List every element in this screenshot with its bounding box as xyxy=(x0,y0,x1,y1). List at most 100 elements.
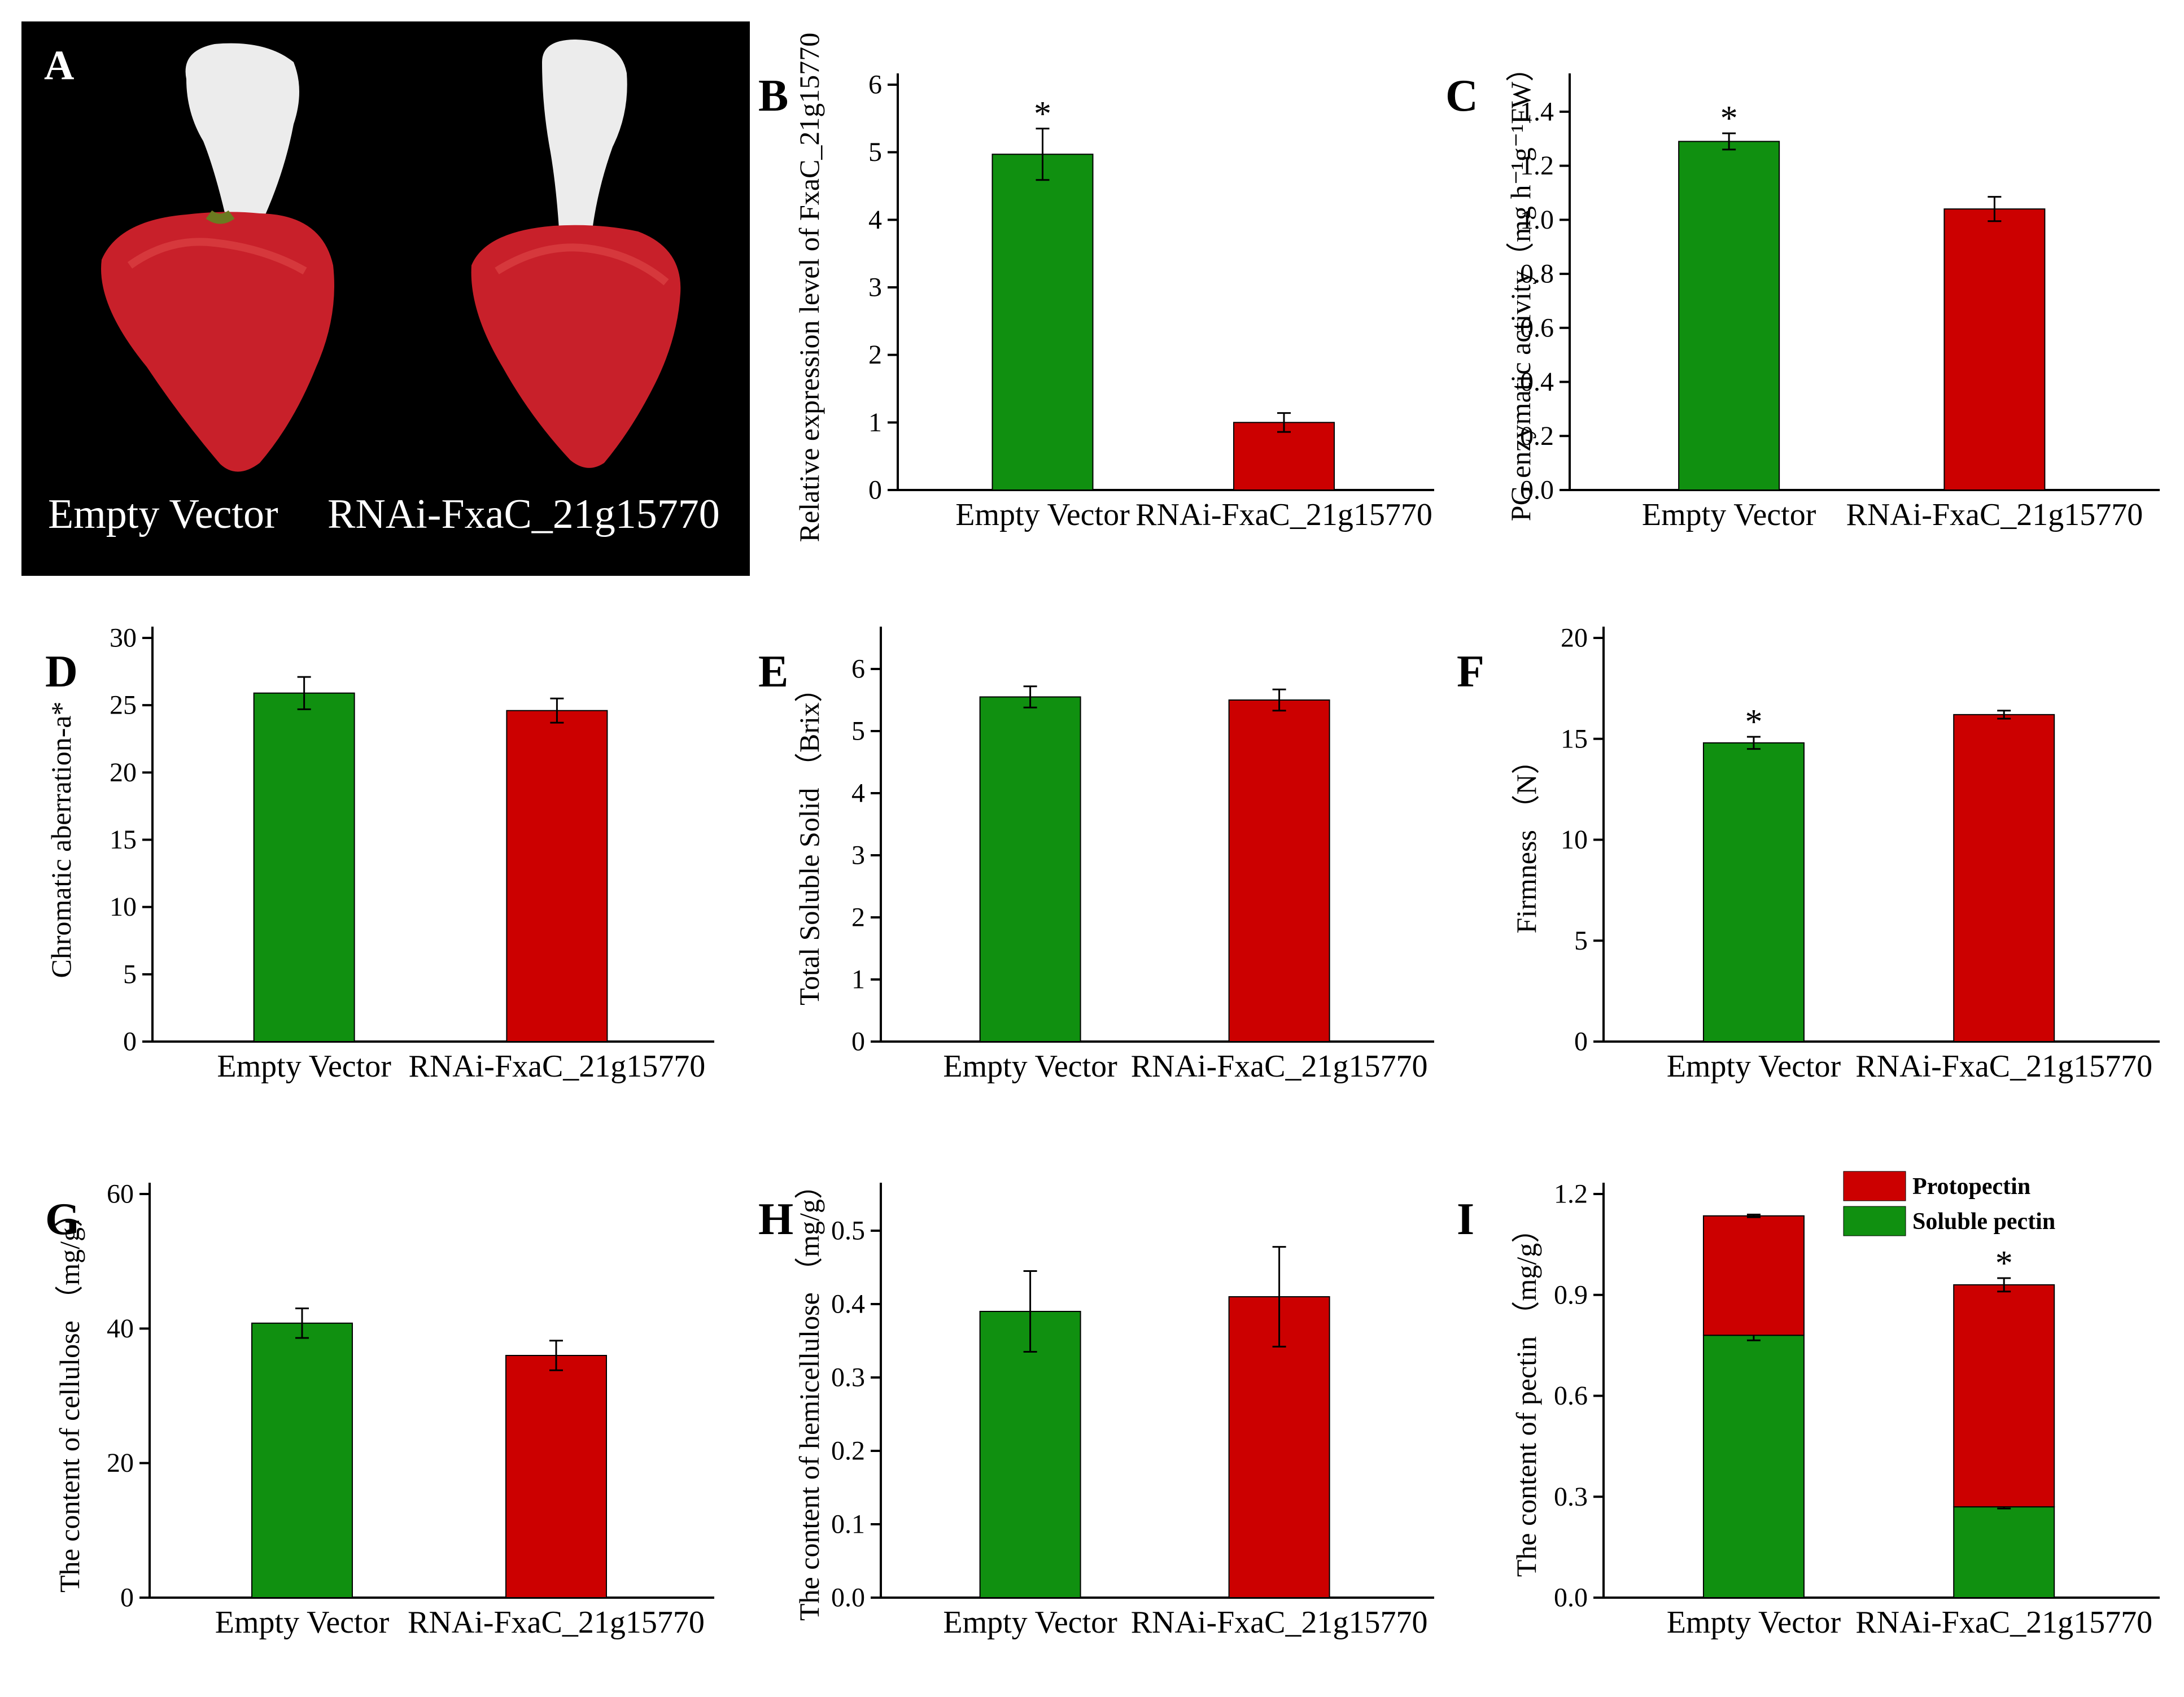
chart-panel-b: B 0 1 2 3 4 5 6 Relative expression level of Fxa… xyxy=(758,33,1434,543)
bar-f-empty-vector xyxy=(1702,742,1805,1042)
y-tick-label-d: 10 xyxy=(110,892,137,922)
y-tick-label-e: 6 xyxy=(851,654,865,684)
panel-a-photo: A Empty Vector RNAi-FxaC_21g15770 xyxy=(21,21,750,576)
y-tick-label-d: 30 xyxy=(110,623,137,653)
x-category-label-h: RNAi-FxaC_21g15770 xyxy=(1131,1605,1428,1640)
legend-swatch-i xyxy=(1843,1171,1906,1201)
photo-caption-rnai: RNAi-FxaC_21g15770 xyxy=(327,491,720,537)
y-tick-label-d: 5 xyxy=(123,959,137,989)
bar-g-empty-vector xyxy=(251,1322,353,1599)
y-tick-label-b: 2 xyxy=(868,340,882,370)
bar-d-rnai xyxy=(506,710,608,1042)
y-tick-label-c: 1.2 xyxy=(1520,151,1554,181)
bar-d-empty-vector xyxy=(253,692,355,1042)
y-tick-label-f: 0 xyxy=(1574,1027,1588,1057)
panel-label-d: D xyxy=(45,647,78,697)
panel-label-a: A xyxy=(44,42,74,89)
y-tick-label-c: 1.0 xyxy=(1520,205,1554,235)
x-category-label-e: RNAi-FxaC_21g15770 xyxy=(1131,1049,1428,1084)
y-tick-label-d: 20 xyxy=(110,758,137,788)
y-tick-label-b: 6 xyxy=(868,70,882,100)
y-tick-label-e: 4 xyxy=(851,778,865,808)
bar-g-rnai xyxy=(505,1355,607,1598)
bar-c-empty-vector xyxy=(1678,141,1780,491)
y-tick-label-h: 0.0 xyxy=(831,1583,865,1613)
significance-star-b: * xyxy=(1034,95,1051,133)
y-tick-label-b: 1 xyxy=(868,408,882,438)
strawberry-left-image xyxy=(101,43,334,472)
chart-panel-f: F 0 5 10 15 20 Firmness （N） * Empty Vector RNAi-F… xyxy=(1457,623,2160,1084)
significance-star-f: * xyxy=(1745,703,1762,741)
panel-label-g: G xyxy=(45,1195,80,1244)
y-tick-label-d: 15 xyxy=(110,825,137,855)
y-tick-label-b: 4 xyxy=(868,205,882,235)
y-tick-label-f: 5 xyxy=(1574,926,1588,956)
bar-b-empty-vector xyxy=(991,154,1094,491)
legend-label-i: Soluble pectin xyxy=(1912,1209,2055,1235)
x-category-label-e: Empty Vector xyxy=(943,1049,1117,1084)
y-tick-label-i: 0.0 xyxy=(1554,1583,1588,1613)
y-tick-label-f: 10 xyxy=(1561,825,1588,855)
chart-panels: B 0 1 2 3 4 5 6 Relative expression level of Fxa… xyxy=(45,33,2160,1640)
y-tick-label-d: 25 xyxy=(110,690,137,720)
x-category-label-g: Empty Vector xyxy=(215,1605,390,1640)
x-category-label-b: Empty Vector xyxy=(955,497,1130,532)
y-axis-label-c: PG enzymatic activity（mg h⁻¹g⁻¹FW） xyxy=(1505,54,1536,521)
y-axis-label-d: Chromatic aberration-a* xyxy=(45,701,77,978)
chart-panel-e: E 0 1 2 3 4 5 6 Total Soluble Solid （Brix） Empty … xyxy=(758,627,1434,1084)
y-axis-label-g: The content of cellulose （mg/g） xyxy=(54,1199,85,1593)
panel-label-f: F xyxy=(1457,647,1484,697)
x-category-label-d: RNAi-FxaC_21g15770 xyxy=(409,1049,706,1084)
x-category-label-f: RNAi-FxaC_21g15770 xyxy=(1855,1049,2152,1084)
y-axis-label-e: Total Soluble Solid （Brix） xyxy=(793,674,825,1005)
y-tick-label-b: 5 xyxy=(868,137,882,167)
x-category-label-h: Empty Vector xyxy=(943,1605,1117,1640)
x-category-label-i: RNAi-FxaC_21g15770 xyxy=(1855,1605,2152,1640)
x-category-label-c: Empty Vector xyxy=(1642,497,1816,532)
bar-h-empty-vector xyxy=(979,1311,1081,1598)
y-tick-label-c: 0.0 xyxy=(1520,475,1554,505)
chart-panel-i: I 0.0 0.3 0.6 0.9 1.2 The content of pectin （m… xyxy=(1457,1171,2160,1640)
y-tick-label-e: 2 xyxy=(851,903,865,933)
y-tick-label-f: 20 xyxy=(1561,623,1588,653)
bar-i-soluble-pectin-0 xyxy=(1702,1335,1805,1598)
y-tick-label-b: 0 xyxy=(868,475,882,505)
y-tick-label-h: 0.2 xyxy=(831,1436,865,1466)
panel-label-i: I xyxy=(1457,1195,1474,1244)
y-tick-label-g: 60 xyxy=(107,1179,134,1209)
chart-panel-d: D 0 5 10 15 20 25 30 Chromatic aberration-a* Empt… xyxy=(45,623,714,1084)
panel-label-c: C xyxy=(1445,71,1478,121)
y-tick-label-e: 0 xyxy=(851,1027,865,1057)
chart-panel-c: C 0.0 0.2 0.4 0.6 0.8 1.0 1.2 1.4PG enzymatic ac… xyxy=(1445,54,2160,532)
y-tick-label-b: 3 xyxy=(868,273,882,303)
y-tick-label-c: 0.6 xyxy=(1520,313,1554,343)
y-tick-label-h: 0.4 xyxy=(831,1289,865,1319)
bar-c-rnai xyxy=(1943,208,2046,491)
y-tick-label-f: 15 xyxy=(1561,724,1588,754)
y-tick-label-i: 0.3 xyxy=(1554,1482,1588,1512)
bar-b-rnai xyxy=(1233,422,1335,491)
bar-e-empty-vector xyxy=(979,696,1081,1042)
y-tick-label-i: 1.2 xyxy=(1554,1179,1588,1209)
y-axis-label-i: The content of pectin （mg/g） xyxy=(1510,1215,1542,1577)
legend-swatch-i xyxy=(1843,1206,1906,1236)
y-tick-label-g: 40 xyxy=(107,1314,134,1344)
strawberry-right-image xyxy=(471,40,681,468)
panel-label-e: E xyxy=(758,647,788,697)
panel-label-b: B xyxy=(758,71,788,121)
y-tick-label-h: 0.5 xyxy=(831,1216,865,1246)
y-tick-label-h: 0.1 xyxy=(831,1510,865,1539)
x-category-label-f: Empty Vector xyxy=(1667,1049,1841,1084)
bar-f-rnai xyxy=(1953,714,2055,1042)
x-category-label-b: RNAi-FxaC_21g15770 xyxy=(1135,497,1432,532)
y-axis-label-h: The content of hemicellulose （mg/g） xyxy=(793,1171,825,1621)
y-tick-label-i: 0.6 xyxy=(1554,1381,1588,1411)
y-axis-label-f: Firmness （N） xyxy=(1510,746,1542,934)
y-axis-label-b: Relative expression level of FxaC_21g157… xyxy=(793,33,825,543)
y-tick-label-d: 0 xyxy=(123,1027,137,1057)
significance-star-i: * xyxy=(1995,1244,2013,1283)
y-tick-label-c: 0.4 xyxy=(1520,367,1554,397)
y-tick-label-e: 5 xyxy=(851,716,865,746)
